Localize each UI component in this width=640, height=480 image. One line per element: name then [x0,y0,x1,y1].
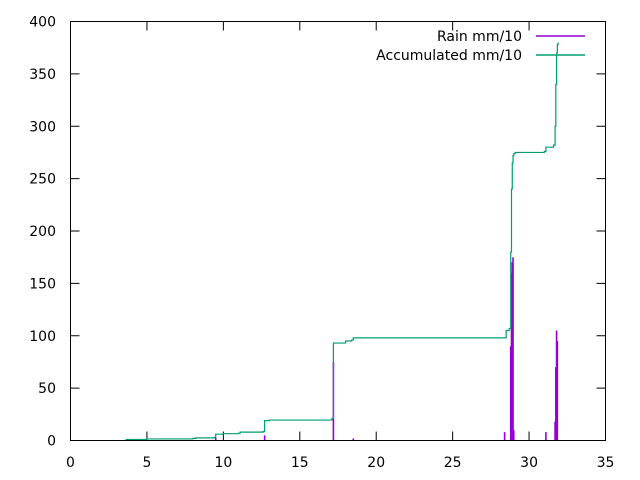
series-layer [125,42,559,441]
plot-frame [70,21,606,441]
y-tick-label: 200 [29,224,56,240]
y-tick-label: 250 [29,172,56,188]
y-tick-label: 350 [29,67,56,83]
y-tick-label: 50 [38,381,56,397]
x-tick-label: 15 [291,455,309,471]
tick-marks [70,21,606,441]
x-tick-label: 20 [367,455,385,471]
x-tick-label: 0 [66,455,75,471]
series-1 [125,42,559,441]
accumulated-line [125,42,559,441]
x-tick-label: 10 [214,455,232,471]
y-tick-label: 100 [29,329,56,345]
x-tick-label: 35 [597,455,615,471]
y-tick-label: 150 [29,276,56,292]
y-tick-label: 0 [47,434,56,450]
x-tick-label: 30 [520,455,538,471]
legend: Rain mm/10 Accumulated mm/10 [376,29,585,64]
legend-label: Accumulated mm/10 [376,48,522,64]
legend-label: Rain mm/10 [437,29,522,45]
x-tick-label: 5 [142,455,151,471]
y-tick-label: 400 [29,15,56,31]
series-0 [214,257,559,441]
y-tick-label: 300 [29,119,56,135]
x-tick-label: 25 [444,455,462,471]
